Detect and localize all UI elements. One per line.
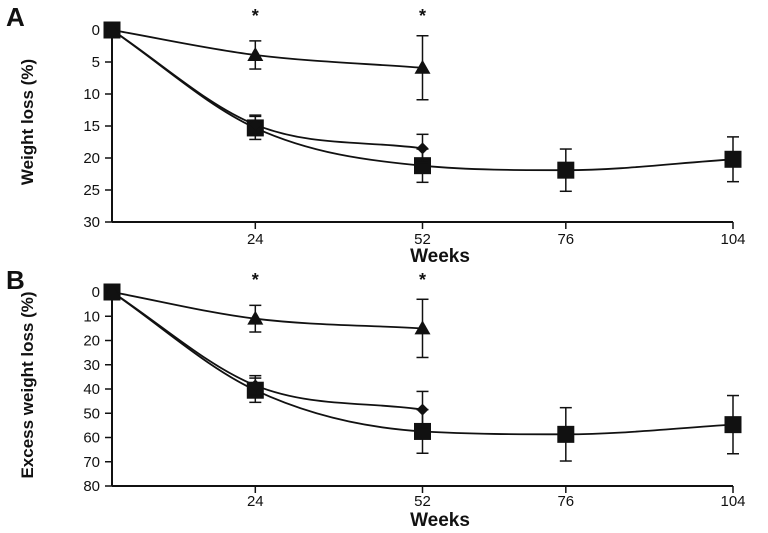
x-tick-label: 76 [557, 231, 574, 248]
x-axis-label-b: Weeks [410, 510, 470, 531]
panel-letter-a: A [6, 2, 25, 32]
data-point-square [557, 162, 574, 179]
series-line-diamond [112, 292, 423, 410]
significance-mark: * [252, 6, 259, 26]
y-axis-label-a: Weight loss (%) [18, 59, 37, 185]
x-tick-label: 104 [720, 493, 745, 510]
data-point-square [725, 416, 742, 433]
data-point-diamond [417, 142, 429, 154]
significance-mark: * [419, 6, 426, 26]
series-line-triangle [112, 292, 423, 328]
x-tick-label: 24 [247, 231, 264, 248]
x-tick-label: 76 [557, 493, 574, 510]
significance-mark: * [252, 270, 259, 290]
x-tick-label: 24 [247, 493, 264, 510]
y-tick-label: 40 [83, 381, 100, 398]
panel-letter-b: B [6, 265, 25, 295]
y-tick-label: 10 [83, 308, 100, 325]
significance-mark: * [419, 270, 426, 290]
y-tick-label: 25 [83, 182, 100, 199]
y-axis-label-b: Excess weight loss (%) [18, 291, 37, 478]
y-tick-label: 15 [83, 118, 100, 135]
y-tick-label: 0 [92, 284, 100, 301]
series-line-triangle [112, 30, 423, 68]
x-tick-label: 52 [414, 231, 431, 248]
y-tick-label: 60 [83, 430, 100, 447]
y-tick-label: 20 [83, 150, 100, 167]
panel-a: A Weight loss (%) Weeks 0 5 10 15 20 25 30 24 52… [6, 2, 746, 267]
data-point-square [725, 151, 742, 168]
y-tick-label: 50 [83, 405, 100, 422]
x-tick-label: 52 [414, 493, 431, 510]
series-line-diamond [112, 30, 423, 148]
y-tick-label: 30 [83, 214, 100, 231]
x-axis-label-a: Weeks [410, 246, 470, 267]
y-tick-label: 5 [92, 54, 100, 71]
panel-b: B Excess weight loss (%) Weeks 0 10 20 30 40… [6, 265, 746, 531]
y-tick-label: 80 [83, 478, 100, 495]
data-point-diamond [417, 404, 429, 416]
x-tick-label: 104 [720, 231, 745, 248]
y-tick-label: 20 [83, 333, 100, 350]
y-tick-label: 70 [83, 454, 100, 471]
data-point-square [557, 426, 574, 443]
y-tick-label: 10 [83, 86, 100, 103]
y-tick-label: 0 [92, 22, 100, 39]
y-tick-label: 30 [83, 357, 100, 374]
